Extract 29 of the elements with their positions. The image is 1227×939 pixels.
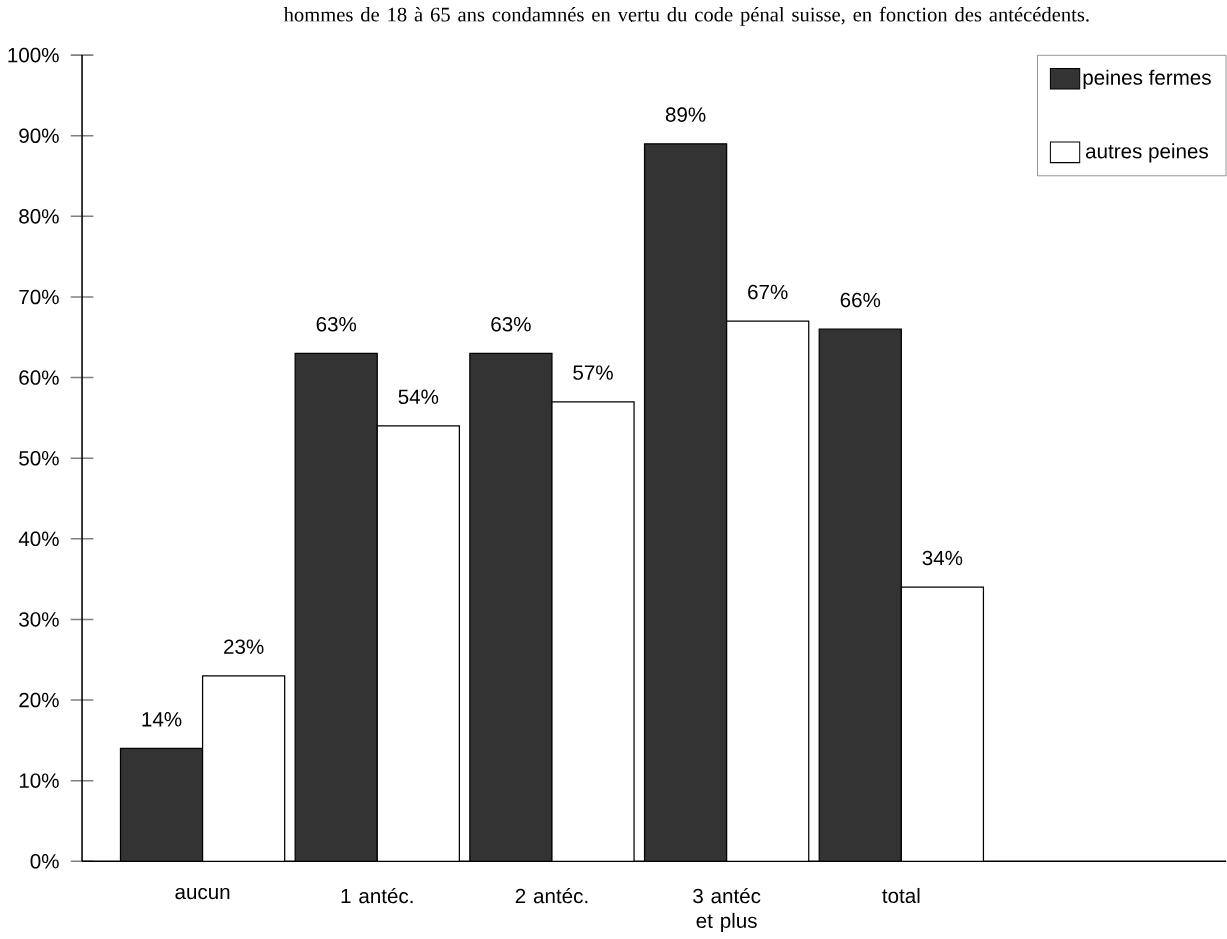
y-tick-label: 30% xyxy=(19,612,59,627)
x-tick-label: 2 antéc. xyxy=(515,887,588,904)
x-tick-label: 1 antéc. xyxy=(341,887,413,904)
data-label: 14% xyxy=(142,712,182,727)
x-tick-label: total xyxy=(882,887,920,904)
y-tick-label: 70% xyxy=(19,289,59,305)
y-tick-label: 10% xyxy=(19,773,59,788)
data-label: 57% xyxy=(573,365,613,380)
legend-label: autres peines xyxy=(1085,143,1208,163)
data-label: 89% xyxy=(665,107,706,122)
y-tick-label: 80% xyxy=(19,209,59,224)
x-tick-label: 3 antéc et plus xyxy=(693,887,761,933)
y-tick-label: 60% xyxy=(19,370,59,385)
y-tick-label: 20% xyxy=(19,692,59,708)
data-label: 63% xyxy=(491,316,531,332)
y-tick-label: 90% xyxy=(19,128,59,144)
data-label: 23% xyxy=(224,639,264,654)
data-label: 67% xyxy=(748,284,788,300)
x-tick-label: aucun xyxy=(175,887,230,900)
y-tick-label: 100% xyxy=(8,47,59,63)
data-label: 34% xyxy=(922,550,963,566)
data-label: 63% xyxy=(316,316,357,332)
legend-label: peines fermes xyxy=(1083,69,1211,89)
chart-title: hommes de 18 à 65 ans condamnés en vertu du code pénal suisse, en fonction des antécédents. xyxy=(283,6,1089,26)
data-label: 54% xyxy=(398,389,439,405)
y-tick-label: 0% xyxy=(30,854,59,869)
y-tick-label: 40% xyxy=(18,531,59,547)
y-tick-label: 50% xyxy=(19,450,59,466)
data-label: 66% xyxy=(840,292,881,308)
